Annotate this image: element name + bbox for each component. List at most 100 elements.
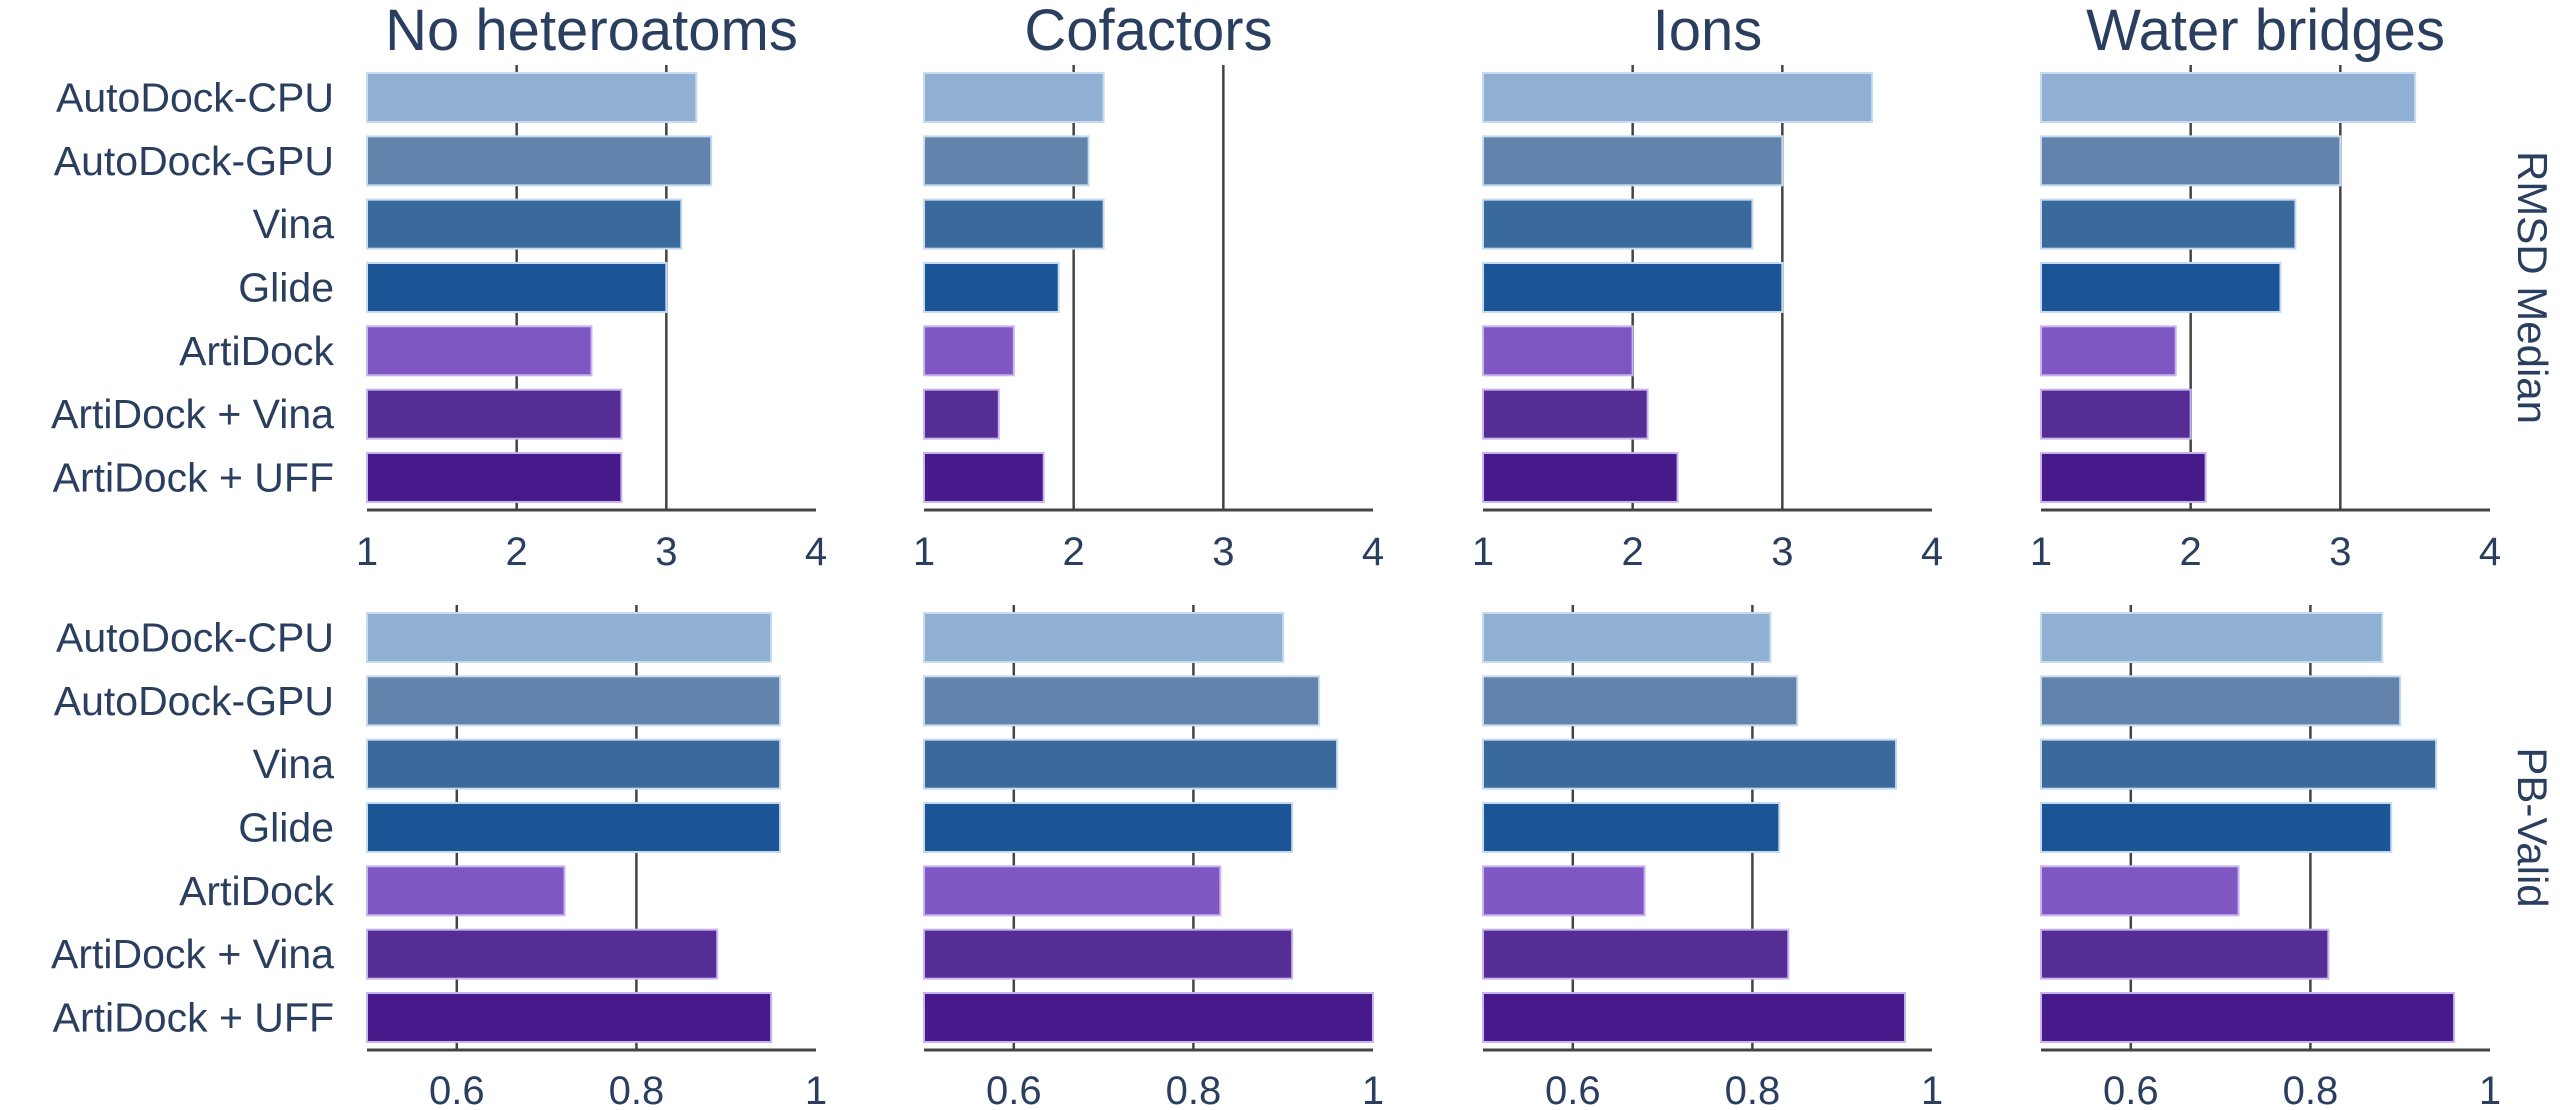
category-label-autodock-gpu: AutoDock-GPU xyxy=(54,678,334,724)
tick-label: 3 xyxy=(1212,530,1234,574)
column-title-ions: Ions xyxy=(1653,0,1763,63)
category-label-artidock-uff: ArtiDock + UFF xyxy=(53,994,334,1040)
row-title-pb-valid: PB-Valid xyxy=(2509,747,2556,907)
bar-vina xyxy=(1482,198,1754,250)
panel-rmsd-median-ions: 1 2 3 4 xyxy=(1472,65,1943,574)
panel-pb-valid-water-bridges: 0.6 0.8 1 xyxy=(2040,605,2501,1110)
bar-autodock-gpu xyxy=(923,135,1090,187)
bar-autodock-cpu xyxy=(366,612,773,663)
bar-artidock-uff xyxy=(2040,991,2456,1043)
bar-vina xyxy=(366,198,683,250)
column-titles: No heteroatoms Cofactors Ions Water brid… xyxy=(385,0,2445,63)
row-titles: RMSD Median PB-Valid xyxy=(2509,151,2556,908)
bar-artidock-vina xyxy=(2040,928,2330,980)
tick-label: 1 xyxy=(913,530,935,574)
tick-label: 2 xyxy=(2180,530,2202,574)
bar-artidock-uff xyxy=(923,991,1374,1043)
tick-label: 2 xyxy=(506,530,528,574)
category-label-vina: Vina xyxy=(253,741,335,787)
bar-autodock-cpu xyxy=(923,612,1285,663)
bar-glide xyxy=(2040,801,2393,853)
tick-label: 3 xyxy=(655,530,677,574)
bar-autodock-cpu xyxy=(2040,612,2384,663)
bar-artidock xyxy=(2040,865,2240,917)
tick-label: 0.8 xyxy=(2283,1069,2339,1110)
tick-label: 0.6 xyxy=(2103,1069,2159,1110)
category-label-artidock-uff: ArtiDock + UFF xyxy=(53,454,334,500)
bar-glide xyxy=(366,801,782,853)
bar-autodock-gpu xyxy=(1482,135,1784,187)
bar-glide xyxy=(2040,261,2282,313)
panel-pb-valid-cofactors: 0.6 0.8 1 xyxy=(923,605,1384,1110)
bar-autodock-cpu xyxy=(923,72,1105,123)
category-label-glide: Glide xyxy=(238,804,334,850)
tick-label: 1 xyxy=(356,530,378,574)
tick-label: 1 xyxy=(805,1069,827,1110)
bar-autodock-cpu xyxy=(1482,612,1772,663)
bar-artidock-uff xyxy=(1482,451,1679,503)
bar-glide xyxy=(923,801,1294,853)
bar-autodock-gpu xyxy=(1482,675,1799,727)
panel-rmsd-median-cofactors: 1 2 3 4 xyxy=(913,65,1384,574)
tick-label: 0.6 xyxy=(429,1069,485,1110)
bar-glide xyxy=(923,261,1060,313)
bar-vina xyxy=(366,738,782,790)
bar-artidock-uff xyxy=(2040,451,2207,503)
bar-artidock-vina xyxy=(2040,388,2192,440)
bar-artidock-vina xyxy=(366,388,623,440)
tick-label: 0.6 xyxy=(986,1069,1042,1110)
bar-autodock-gpu xyxy=(923,675,1321,727)
bar-vina xyxy=(2040,198,2297,250)
column-title-no-heteroatoms: No heteroatoms xyxy=(385,0,798,63)
tick-label: 3 xyxy=(1771,530,1793,574)
tick-label: 1 xyxy=(1921,1069,1943,1110)
panel-rmsd-median-water-bridges: 1 2 3 4 xyxy=(2030,65,2501,574)
bar-artidock-uff xyxy=(1482,991,1907,1043)
row-title-rmsd-median: RMSD Median xyxy=(2509,151,2556,424)
tick-label: 1 xyxy=(2030,530,2052,574)
bar-artidock xyxy=(923,325,1015,377)
bar-artidock-vina xyxy=(923,928,1294,980)
category-label-autodock-gpu: AutoDock-GPU xyxy=(54,138,334,184)
tick-label: 3 xyxy=(2329,530,2351,574)
plot-area: AutoDock-CPU AutoDock-GPU Vina Glide ArtiDoc… xyxy=(51,65,2501,1110)
bar-autodock-gpu xyxy=(2040,675,2402,727)
bar-autodock-cpu xyxy=(2040,72,2417,123)
column-title-water-bridges: Water bridges xyxy=(2086,0,2445,63)
bar-artidock xyxy=(923,865,1222,917)
tick-label: 2 xyxy=(1622,530,1644,574)
row-rmsd-median: AutoDock-CPU AutoDock-GPU Vina Glide ArtiDoc… xyxy=(51,65,2501,574)
category-label-artidock-vina: ArtiDock + Vina xyxy=(51,391,334,437)
bar-autodock-gpu xyxy=(2040,135,2342,187)
bar-glide xyxy=(1482,801,1781,853)
category-label-artidock: ArtiDock xyxy=(179,868,334,914)
bar-artidock-vina xyxy=(366,928,719,980)
tick-label: 0.6 xyxy=(1545,1069,1601,1110)
bar-artidock xyxy=(1482,865,1646,917)
bar-artidock-uff xyxy=(366,451,623,503)
tick-label: 4 xyxy=(1362,530,1384,574)
category-label-glide: Glide xyxy=(238,264,334,310)
tick-label: 4 xyxy=(2479,530,2501,574)
tick-label: 0.8 xyxy=(1166,1069,1222,1110)
tick-label: 0.8 xyxy=(1725,1069,1781,1110)
bar-artidock-uff xyxy=(923,451,1045,503)
row-pb-valid: AutoDock-CPU AutoDock-GPU Vina Glide ArtiDoc… xyxy=(51,605,2501,1110)
tick-label: 0.8 xyxy=(609,1069,665,1110)
bar-glide xyxy=(366,261,668,313)
bar-autodock-cpu xyxy=(366,72,698,123)
bar-artidock xyxy=(366,865,566,917)
tick-label: 4 xyxy=(1921,530,1943,574)
panel-pb-valid-ions: 0.6 0.8 1 xyxy=(1482,605,1943,1110)
bar-vina xyxy=(923,738,1339,790)
tick-label: 1 xyxy=(1362,1069,1384,1110)
category-label-artidock: ArtiDock xyxy=(179,328,334,374)
bar-artidock xyxy=(2040,325,2177,377)
bar-autodock-gpu xyxy=(366,135,713,187)
category-label-vina: Vina xyxy=(253,201,335,247)
bar-artidock-vina xyxy=(1482,928,1790,980)
bar-artidock xyxy=(366,325,593,377)
bar-vina xyxy=(2040,738,2438,790)
panel-rmsd-median-no-heteroatoms: 1 2 3 4 xyxy=(356,65,827,574)
